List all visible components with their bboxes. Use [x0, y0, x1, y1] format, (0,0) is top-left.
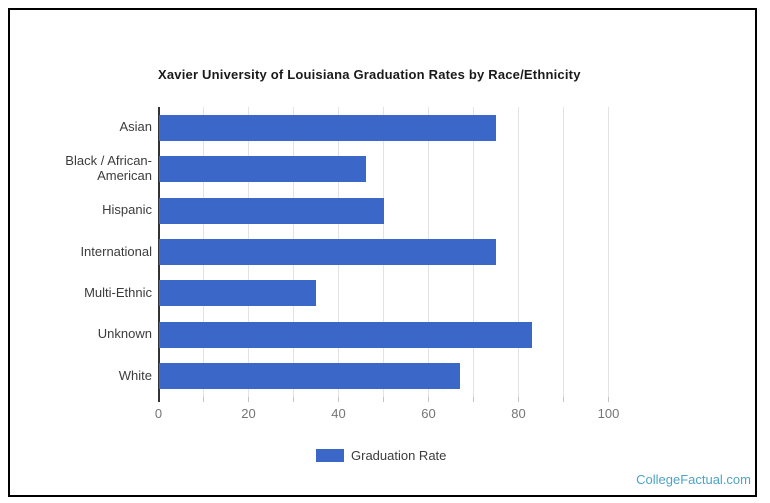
- bar-hispanic[interactable]: [158, 197, 384, 224]
- axis-tick-70: [473, 397, 474, 402]
- x-axis-label-0: 0: [154, 406, 163, 421]
- category-label-asian: Asian: [119, 119, 152, 135]
- legend: Graduation Rate: [316, 446, 446, 464]
- category-label-black-african-american: Black / African-American: [65, 153, 152, 184]
- bar-unknown[interactable]: [158, 321, 532, 348]
- axis-tick-30: [293, 397, 294, 402]
- axis-tick-20: [248, 397, 249, 402]
- axis-tick-90: [563, 397, 564, 402]
- legend-label: Graduation Rate: [351, 447, 447, 463]
- category-label-unknown: Unknown: [97, 326, 152, 342]
- gridline-80: [518, 107, 519, 397]
- bar-asian[interactable]: [158, 114, 496, 141]
- bar-white[interactable]: [158, 363, 460, 390]
- axis-tick-10: [203, 397, 204, 402]
- bar-multi-ethnic[interactable]: [158, 280, 316, 307]
- x-axis-label-20: 20: [241, 406, 256, 421]
- chart-frame: Xavier University of Louisiana Graduatio…: [8, 8, 757, 497]
- category-label-white: White: [118, 367, 152, 383]
- axis-tick-40: [338, 397, 339, 402]
- axis-tick-80: [518, 397, 519, 402]
- x-axis-label-60: 60: [421, 406, 436, 421]
- plot-area: Asian Black / African-American Hispanic Int…: [10, 10, 755, 495]
- x-axis-label-80: 80: [511, 406, 526, 421]
- axis-tick-60: [428, 397, 429, 402]
- bar-international[interactable]: [158, 239, 496, 265]
- legend-swatch: [316, 448, 344, 462]
- axis-tick-100: [608, 397, 609, 402]
- gridline-90: [563, 107, 564, 397]
- x-axis-label-40: 40: [331, 406, 346, 421]
- chart-title: Xavier University of Louisiana Graduatio…: [158, 67, 581, 82]
- category-label-hispanic: Hispanic: [102, 202, 152, 218]
- axis-tick-50: [383, 397, 384, 402]
- x-axis-label-100: 100: [597, 406, 620, 421]
- category-label-international: International: [80, 243, 152, 259]
- gridline-100: [608, 107, 609, 397]
- bar-black-african-american[interactable]: [158, 156, 366, 183]
- category-label-multi-ethnic: Multi-Ethnic: [84, 284, 152, 300]
- watermark-link[interactable]: CollegeFactual.com: [636, 472, 751, 487]
